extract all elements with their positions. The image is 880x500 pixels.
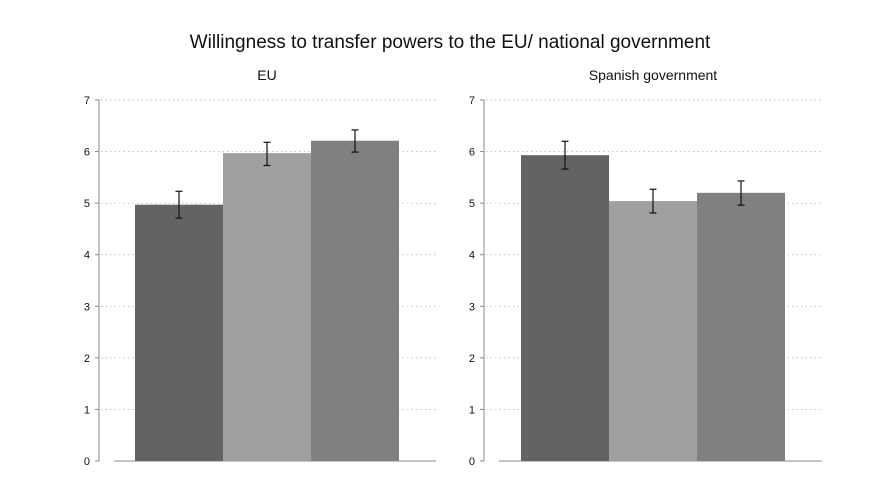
y-tick-label: 0 <box>469 456 475 468</box>
y-tick-label: 3 <box>84 301 90 313</box>
y-tick-label: 2 <box>469 353 475 365</box>
figure-title: Willingness to transfer powers to the EU… <box>190 32 711 53</box>
panel-title: Spanish government <box>589 67 718 83</box>
y-tick-label: 7 <box>469 95 475 107</box>
bar <box>521 155 609 461</box>
y-tick-label: 2 <box>84 353 90 365</box>
y-tick-label: 5 <box>84 198 90 210</box>
bar <box>223 153 311 461</box>
y-tick-label: 3 <box>469 301 475 313</box>
bar <box>609 201 697 461</box>
chart-panels: EU 0 1 2 3 4 5 6 7 Spanish government 0 1 2 3 4 5 6 7 <box>84 67 822 468</box>
y-tick-label: 6 <box>84 147 90 159</box>
y-tick-label: 4 <box>84 250 90 262</box>
bar <box>311 140 399 461</box>
y-tick-label: 4 <box>469 250 475 262</box>
panel-title: EU <box>257 67 276 83</box>
y-tick-label: 1 <box>84 404 90 416</box>
bar <box>697 192 785 462</box>
y-tick-label: 1 <box>469 404 475 416</box>
chart-panel-1: EU 0 1 2 3 4 5 6 7 <box>84 67 436 468</box>
y-tick-label: 5 <box>469 198 475 210</box>
y-tick-label: 7 <box>84 95 90 107</box>
chart-panel-2: Spanish government 0 1 2 3 4 5 6 7 <box>469 67 822 468</box>
bar <box>135 204 223 461</box>
y-tick-label: 0 <box>84 456 90 468</box>
y-tick-label: 6 <box>469 147 475 159</box>
